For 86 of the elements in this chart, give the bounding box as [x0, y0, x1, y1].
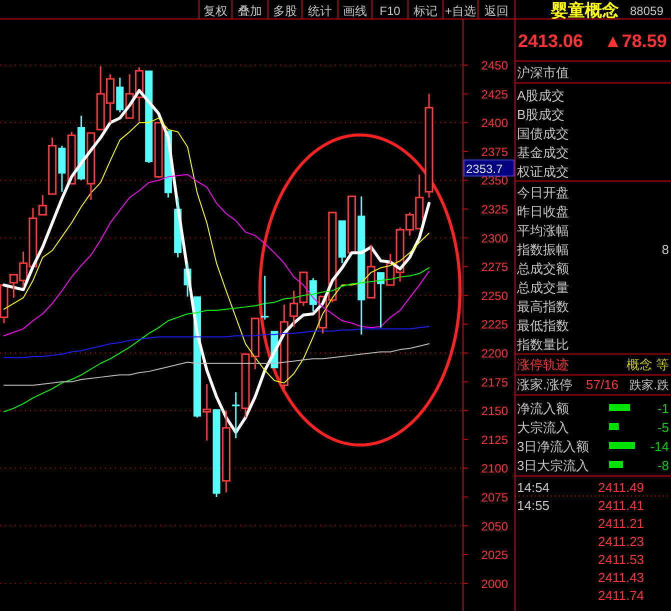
text: -14: [650, 439, 669, 454]
bar: [609, 461, 624, 468]
y-tick-label: 3日净流入额: [517, 439, 590, 454]
bar: [609, 423, 619, 430]
y-tick-label: 2000: [481, 576, 508, 591]
text: 统计: [308, 4, 332, 18]
y-tick-label: 3日大宗流入: [517, 458, 590, 473]
candlestick: [202, 383, 212, 442]
text: 涨停轨迹: [517, 357, 569, 372]
text: 14:54: [517, 480, 550, 495]
y-tick-label: 2275: [481, 260, 508, 274]
candlestick: [232, 391, 240, 439]
y-tick-label: 2300: [481, 231, 508, 246]
line-series: [4, 343, 430, 386]
text: 最低指数: [517, 318, 569, 333]
text: 画线: [343, 4, 367, 18]
line-series: [4, 174, 430, 336]
y-tick-label: 大宗流入: [517, 420, 569, 435]
text: 指数量比: [516, 337, 569, 352]
text: 2411.53: [598, 552, 644, 567]
candlestick: [222, 410, 230, 494]
text: 平均涨幅: [517, 223, 569, 238]
text: 14:55: [517, 498, 550, 513]
text: 沪深市值: [517, 65, 569, 80]
y-tick-label: 2350: [481, 174, 508, 188]
text: 复权: [204, 4, 228, 18]
text: F10: [380, 4, 401, 18]
text: 8: [662, 242, 669, 257]
text: ▲78.59: [604, 31, 667, 51]
text: -8: [657, 458, 669, 473]
text: 2411.23: [598, 534, 644, 549]
text: 婴童概念: [550, 1, 619, 20]
y-tick-label: 2050: [481, 519, 508, 534]
candlestick: [309, 277, 317, 312]
candlestick: [358, 196, 366, 336]
text: 2411.49: [598, 480, 644, 495]
text: 88059: [630, 4, 664, 18]
text: -1: [657, 401, 669, 416]
text: 2411.43: [598, 570, 644, 585]
y-tick-label: 2250: [481, 288, 508, 303]
text: 2411.21: [598, 516, 644, 531]
y-tick-label: 2450: [481, 58, 508, 73]
line-series: [4, 326, 430, 358]
text: 国债成交: [517, 126, 569, 141]
text: 指数振幅: [516, 242, 569, 257]
bar: [609, 442, 635, 449]
text: 涨家.涨停: [517, 377, 573, 392]
text: 多股: [273, 4, 297, 18]
text: A股成交: [517, 88, 565, 103]
bar: [609, 404, 630, 411]
y-tick-label: 2175: [481, 375, 508, 390]
text: 概念 等: [626, 357, 669, 372]
text: B股成交: [517, 107, 565, 122]
text: 57/16: [586, 377, 619, 392]
y-tick-label: 2100: [481, 462, 508, 476]
text: -5: [657, 420, 669, 435]
text: 2411.74: [598, 588, 644, 603]
text: 跌家.跌: [630, 378, 669, 392]
text: +自选: [444, 4, 476, 18]
text: 返回: [484, 4, 508, 18]
y-tick-label: 2200: [481, 346, 508, 361]
text: 2353.7: [466, 162, 504, 176]
candlestick: [424, 93, 434, 198]
text: 最高指数: [517, 299, 569, 314]
y-tick-label: 2400: [481, 116, 508, 130]
candlestick: [58, 144, 66, 193]
y-tick-label: 2375: [481, 144, 508, 159]
candlestick: [116, 76, 124, 114]
y-tick-label: 2225: [481, 318, 508, 332]
text: 今日开盘: [517, 185, 569, 200]
text: 标记: [412, 4, 438, 18]
text: 权证成交: [516, 164, 569, 179]
y-tick-label: 2425: [481, 87, 508, 102]
y-tick-label: 2025: [481, 548, 508, 562]
y-tick-label: 2325: [481, 202, 508, 217]
text: 基金成交: [517, 145, 569, 160]
y-tick-label: 2075: [481, 490, 508, 504]
text: 2413.06: [518, 31, 584, 51]
y-tick-label: 净流入额: [517, 401, 569, 416]
text: 总成交额: [516, 261, 569, 276]
text: 总成交量: [516, 280, 569, 295]
text: 叠加: [238, 4, 262, 18]
y-tick-label: 2150: [481, 404, 508, 418]
text: 2411.41: [598, 498, 644, 513]
text: 昨日收盘: [517, 204, 569, 219]
y-tick-label: 2125: [481, 432, 508, 447]
